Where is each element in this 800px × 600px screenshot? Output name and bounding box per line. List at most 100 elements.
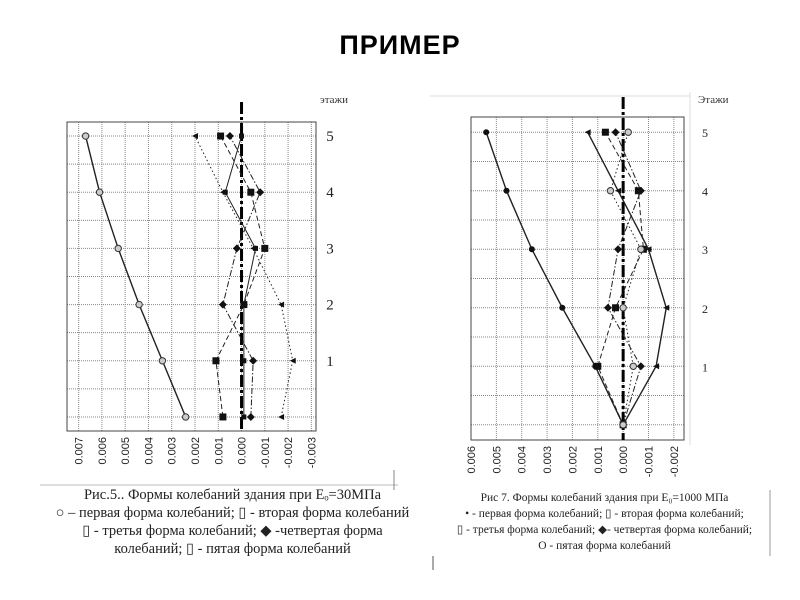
data-point-circle bbox=[483, 129, 490, 136]
data-point-circle bbox=[81, 132, 90, 140]
data-point-square bbox=[217, 132, 225, 140]
data-point-square bbox=[239, 133, 245, 139]
plot-frame bbox=[66, 121, 317, 432]
x-tick-label: -0.001 bbox=[644, 446, 656, 477]
data-point-circle bbox=[503, 187, 510, 194]
data-point-circle bbox=[619, 421, 627, 429]
series-line-2 bbox=[597, 131, 644, 425]
y-axis-label: Этажи bbox=[698, 94, 729, 106]
chart-1: 0.007 0.006 0.005 0.004 0.003 0.002 0.001 0.000… bbox=[66, 94, 348, 468]
x-tick-label: -0.002 bbox=[283, 437, 295, 468]
data-point-triangle bbox=[663, 304, 670, 311]
data-point-square bbox=[612, 304, 620, 312]
data-point-triangle bbox=[653, 363, 660, 370]
x-tick-label: 0.005 bbox=[491, 446, 503, 474]
data-point-triangle bbox=[191, 133, 198, 140]
data-point-square bbox=[252, 245, 258, 251]
data-point-circle bbox=[181, 413, 190, 421]
data-point-diamond bbox=[603, 303, 612, 312]
x-tick-label: 0.004 bbox=[517, 446, 529, 474]
data-point-circle bbox=[629, 362, 637, 370]
data-point-circle bbox=[95, 188, 104, 196]
x-tick-label: 0.003 bbox=[167, 437, 179, 465]
data-point-triangle bbox=[289, 357, 296, 364]
data-point-triangle bbox=[615, 187, 622, 194]
y-tick-label: 3 bbox=[702, 243, 708, 257]
caption-fig7: Рис 7. Формы колебаний здания при Е₀=100… bbox=[432, 490, 777, 554]
data-point-circle bbox=[606, 187, 615, 195]
data-point-circle bbox=[528, 246, 535, 253]
data-point-triangle bbox=[278, 413, 285, 420]
x-tick-label: 0.002 bbox=[190, 437, 202, 465]
data-point-circle bbox=[619, 304, 627, 312]
series-line-1 bbox=[84, 135, 187, 418]
x-tick-label: 0.002 bbox=[567, 446, 579, 474]
y-tick-label: 5 bbox=[326, 129, 334, 145]
x-tick-label: 0.005 bbox=[120, 437, 132, 465]
y-tick-label: 4 bbox=[326, 185, 334, 201]
caption-fig5: Рис.5.. Формы колебаний здания при Еₒ=30… bbox=[40, 486, 425, 558]
data-point-diamond bbox=[225, 132, 234, 141]
data-point-square bbox=[601, 128, 609, 136]
x-tick-label: 0.006 bbox=[466, 446, 478, 474]
data-point-square bbox=[241, 302, 247, 308]
x-tick-label: 0.001 bbox=[213, 437, 225, 465]
data-point-triangle bbox=[278, 301, 285, 308]
data-point-square bbox=[222, 189, 228, 195]
caption-line: Рис 7. Формы колебаний здания при Е₀=100… bbox=[480, 492, 729, 504]
y-tick-label: 2 bbox=[702, 302, 708, 316]
caption-line: ○ – первая форма колебаний; ▯ - вторая ф… bbox=[55, 505, 410, 521]
y-tick-label: 1 bbox=[702, 360, 708, 374]
data-point-diamond bbox=[256, 188, 265, 197]
data-point-circle bbox=[637, 245, 645, 253]
x-tick-label: -0.003 bbox=[306, 437, 318, 468]
x-tick-label: 0.000 bbox=[237, 437, 249, 465]
data-point-diamond bbox=[249, 356, 258, 365]
data-point-circle bbox=[158, 357, 167, 365]
series-line-1 bbox=[485, 131, 624, 426]
x-tick-label: -0.001 bbox=[260, 437, 272, 468]
data-point-square bbox=[594, 362, 602, 370]
data-point-circle bbox=[114, 244, 122, 253]
data-point-square bbox=[241, 414, 247, 420]
plot-frame bbox=[470, 116, 685, 441]
series-line-3 bbox=[587, 131, 667, 426]
series-line-5 bbox=[224, 135, 257, 417]
x-tick-label: -0.002 bbox=[669, 446, 681, 477]
caption-line: ▯ - третья форма колебаний; ◆- четвертая… bbox=[456, 524, 753, 536]
caption-line: O - пятая форма колебаний bbox=[538, 540, 671, 552]
x-tick-label: 0.004 bbox=[143, 437, 155, 465]
data-point-circle bbox=[559, 304, 566, 311]
x-tick-label: 0.003 bbox=[542, 446, 554, 474]
data-point-diamond bbox=[614, 245, 623, 254]
data-point-circle bbox=[135, 300, 143, 309]
y-tick-label: 5 bbox=[702, 126, 708, 140]
x-tick-label: 0.006 bbox=[97, 437, 109, 465]
series-line-4 bbox=[607, 132, 642, 425]
y-axis-label: этажи bbox=[320, 94, 348, 106]
series-line-4 bbox=[222, 135, 261, 417]
series-line-5 bbox=[609, 132, 642, 425]
x-tick-label: 0.000 bbox=[618, 446, 630, 474]
y-tick-label: 3 bbox=[326, 241, 334, 257]
data-point-square bbox=[261, 244, 269, 252]
data-point-square bbox=[247, 188, 255, 196]
caption-line: ▯ - третья форма колебаний; ◆ -четвертая… bbox=[82, 523, 383, 539]
y-tick-label: 1 bbox=[326, 354, 334, 370]
data-point-diamond bbox=[636, 362, 645, 371]
data-point-diamond bbox=[232, 244, 241, 253]
data-point-square bbox=[219, 413, 227, 421]
data-point-triangle bbox=[584, 129, 591, 136]
x-tick-label: 0.001 bbox=[593, 446, 605, 474]
data-point-circle bbox=[624, 128, 632, 136]
caption-line: • - первая форма колебаний; ▯ - вторая ф… bbox=[465, 508, 744, 520]
data-point-square bbox=[241, 358, 247, 364]
caption-line: колебаний; ▯ - пятая форма колебаний bbox=[114, 541, 351, 557]
chart-2: 0.006 0.005 0.004 0.003 0.002 0.001 0.000 -0.00… bbox=[466, 94, 729, 477]
data-point-diamond bbox=[611, 128, 620, 137]
slide-title: ПРИМЕР bbox=[339, 30, 461, 60]
data-point-square bbox=[212, 357, 220, 365]
caption-line: Рис.5.. Формы колебаний здания при Еₒ=30… bbox=[83, 487, 382, 503]
x-tick-label: 0.007 bbox=[74, 437, 86, 465]
data-point-diamond bbox=[636, 186, 645, 195]
